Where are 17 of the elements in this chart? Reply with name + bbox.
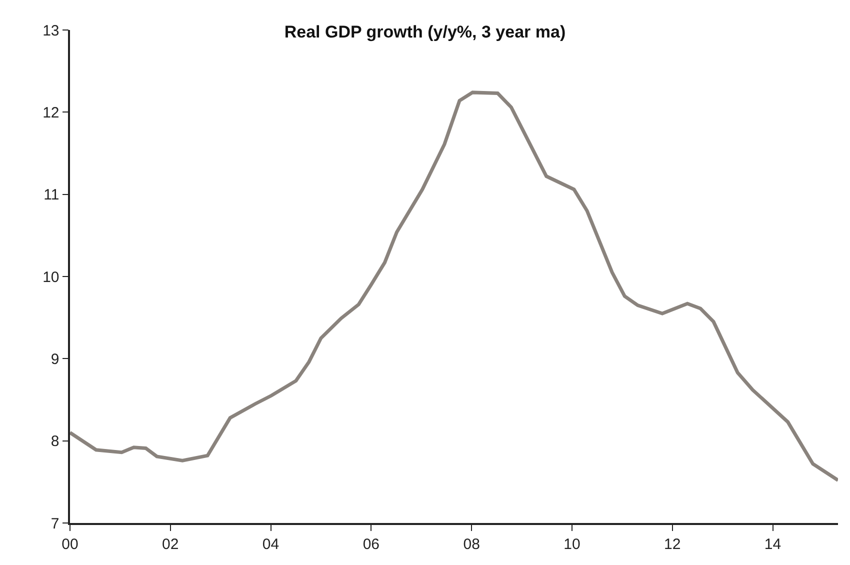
line-series — [70, 90, 838, 482]
x-tick-label: 06 — [362, 536, 380, 553]
x-tick-label: 02 — [162, 536, 179, 553]
y-tick-label: 10 — [42, 268, 60, 286]
y-tick-label: 9 — [50, 350, 60, 368]
y-tick-label: 8 — [50, 433, 60, 450]
x-tick-label: 12 — [664, 536, 681, 553]
y-tick-label: 12 — [42, 104, 60, 122]
x-tick-label: 08 — [463, 536, 480, 553]
x-tick-label: 00 — [62, 536, 78, 553]
x-tick-label: 14 — [764, 536, 782, 553]
y-tick-label: 7 — [50, 515, 60, 532]
x-tick-label: 04 — [262, 536, 280, 553]
y-tick-label: 11 — [44, 186, 60, 204]
chart-title: Real GDP growth (y/y%, 3 year ma) — [284, 22, 566, 42]
y-tick-label: 13 — [42, 22, 60, 40]
x-tick-label: 10 — [564, 536, 580, 553]
